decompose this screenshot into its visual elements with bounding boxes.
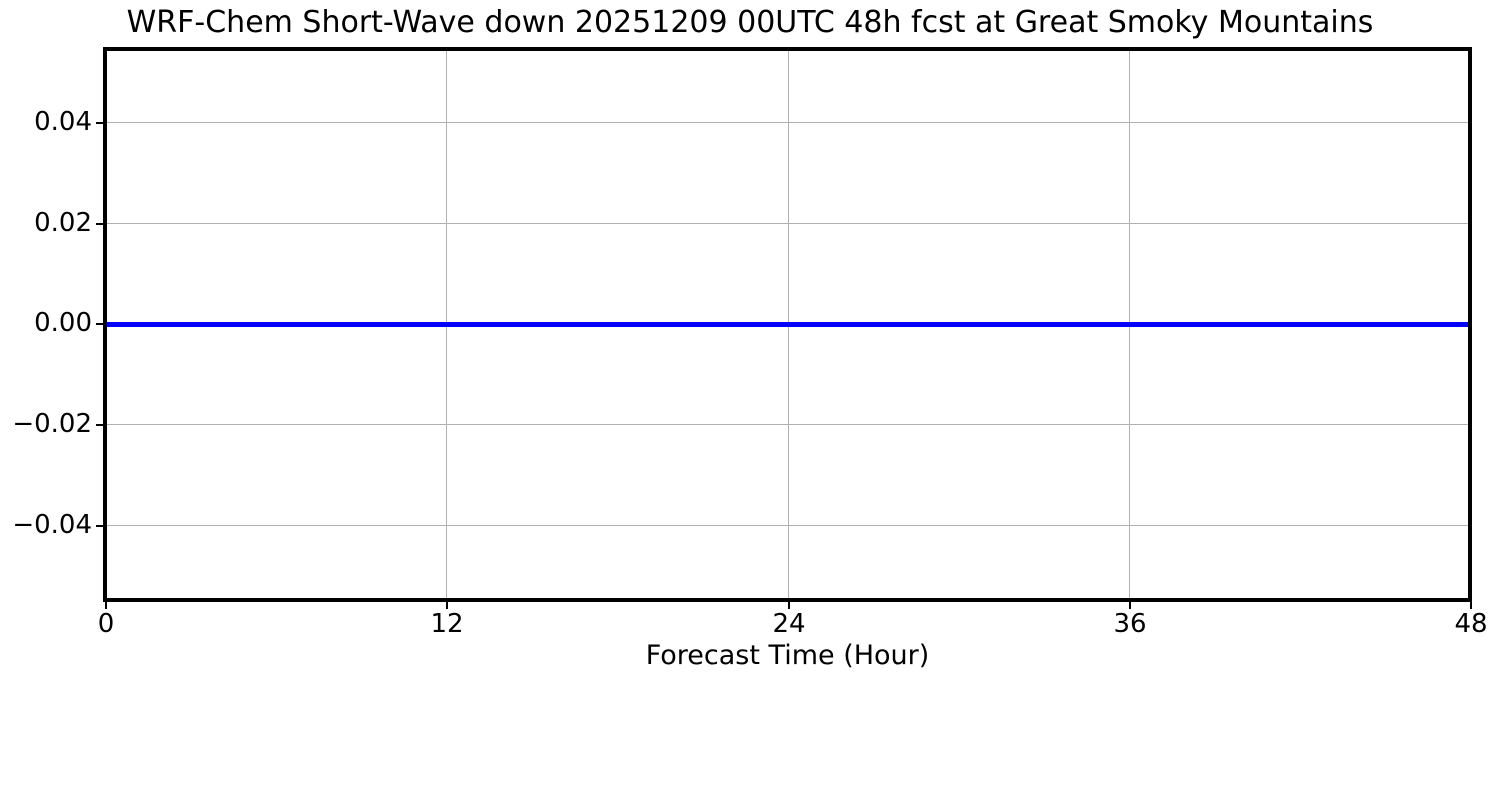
series-segment-0-32 bbox=[1015, 322, 1045, 327]
series-segment-0-35 bbox=[1100, 322, 1130, 327]
series-segment-0-3 bbox=[190, 322, 220, 327]
x-tick-label-48: 48 bbox=[1454, 609, 1488, 639]
series-segment-0-31 bbox=[986, 322, 1016, 327]
series-segment-0-6 bbox=[275, 322, 306, 327]
series-segment-0-1 bbox=[133, 322, 163, 327]
series-segment-0-9 bbox=[360, 322, 391, 327]
y-tick-mark-0.00 bbox=[96, 323, 104, 325]
series-segment-0-36 bbox=[1128, 322, 1159, 327]
series-segment-0-42 bbox=[1299, 322, 1329, 327]
series-segment-0-15 bbox=[531, 322, 561, 327]
series-segment-0-45 bbox=[1384, 322, 1415, 327]
axis-spine-right bbox=[1468, 47, 1472, 602]
series-segment-0-0 bbox=[105, 322, 135, 327]
series-segment-0-27 bbox=[872, 322, 903, 327]
y-tick-mark--0.02 bbox=[96, 424, 104, 426]
series-segment-0-18 bbox=[616, 322, 647, 327]
series-segment-0-37 bbox=[1157, 322, 1187, 327]
x-tick-mark-36 bbox=[1129, 601, 1131, 609]
x-axis-label: Forecast Time (Hour) bbox=[645, 640, 930, 671]
gridline-y--0.04 bbox=[105, 525, 1470, 526]
series-segment-0-34 bbox=[1071, 322, 1102, 327]
y-tick-label-0.02: 0.02 bbox=[34, 208, 92, 238]
x-tick-label-12: 12 bbox=[430, 609, 464, 639]
series-segment-0-22 bbox=[730, 322, 761, 327]
series-segment-0-10 bbox=[389, 322, 419, 327]
series-segment-0-39 bbox=[1214, 322, 1244, 327]
y-tick-label-0.04: 0.04 bbox=[34, 107, 92, 137]
series-segment-0-2 bbox=[161, 322, 192, 327]
series-segment-0-19 bbox=[645, 322, 675, 327]
y-tick-mark--0.04 bbox=[96, 525, 104, 527]
x-tick-label-36: 36 bbox=[1113, 609, 1147, 639]
series-segment-0-41 bbox=[1270, 322, 1301, 327]
series-segment-0-38 bbox=[1185, 322, 1216, 327]
x-tick-label-24: 24 bbox=[772, 609, 806, 639]
series-segment-0-21 bbox=[702, 322, 732, 327]
series-segment-0-17 bbox=[588, 322, 618, 327]
series-segment-0-40 bbox=[1242, 322, 1272, 327]
series-segment-0-33 bbox=[1043, 322, 1073, 327]
series-segment-0-12 bbox=[446, 322, 476, 327]
series-segment-0-23 bbox=[759, 322, 789, 327]
gridline-y-0.02 bbox=[105, 223, 1470, 224]
x-tick-label-0: 0 bbox=[97, 609, 115, 639]
series-segment-0-7 bbox=[304, 322, 334, 327]
y-tick-mark-0.04 bbox=[96, 122, 104, 124]
series-segment-0-20 bbox=[673, 322, 704, 327]
x-tick-mark-48 bbox=[1470, 601, 1472, 609]
series-segment-0-47 bbox=[1441, 322, 1471, 327]
series-segment-0-25 bbox=[815, 322, 846, 327]
y-tick-label--0.04: −0.04 bbox=[12, 510, 92, 540]
y-tick-label-0.00: 0.00 bbox=[34, 308, 92, 338]
series-segment-0-29 bbox=[929, 322, 960, 327]
gridline-y--0.02 bbox=[105, 424, 1470, 425]
series-segment-0-14 bbox=[503, 322, 533, 327]
series-segment-0-28 bbox=[901, 322, 931, 327]
series-segment-0-26 bbox=[844, 322, 874, 327]
axis-spine-top bbox=[103, 47, 1472, 51]
y-tick-label--0.02: −0.02 bbox=[12, 409, 92, 439]
series-segment-0-16 bbox=[560, 322, 590, 327]
y-tick-mark-0.02 bbox=[96, 223, 104, 225]
chart-title: WRF-Chem Short-Wave down 20251209 00UTC … bbox=[126, 5, 1374, 40]
x-tick-mark-0 bbox=[105, 601, 107, 609]
series-segment-0-46 bbox=[1413, 322, 1443, 327]
series-segment-0-44 bbox=[1356, 322, 1386, 327]
series-segment-0-8 bbox=[332, 322, 362, 327]
series-segment-0-4 bbox=[218, 322, 249, 327]
gridline-y-0.04 bbox=[105, 122, 1470, 123]
series-segment-0-43 bbox=[1327, 322, 1358, 327]
series-segment-0-5 bbox=[247, 322, 277, 327]
x-tick-mark-12 bbox=[446, 601, 448, 609]
x-tick-mark-24 bbox=[788, 601, 790, 609]
axis-spine-bottom bbox=[103, 598, 1472, 602]
series-segment-0-30 bbox=[958, 322, 988, 327]
axis-spine-left bbox=[103, 47, 107, 602]
series-segment-0-13 bbox=[474, 322, 505, 327]
series-segment-0-24 bbox=[787, 322, 817, 327]
series-segment-0-11 bbox=[417, 322, 448, 327]
